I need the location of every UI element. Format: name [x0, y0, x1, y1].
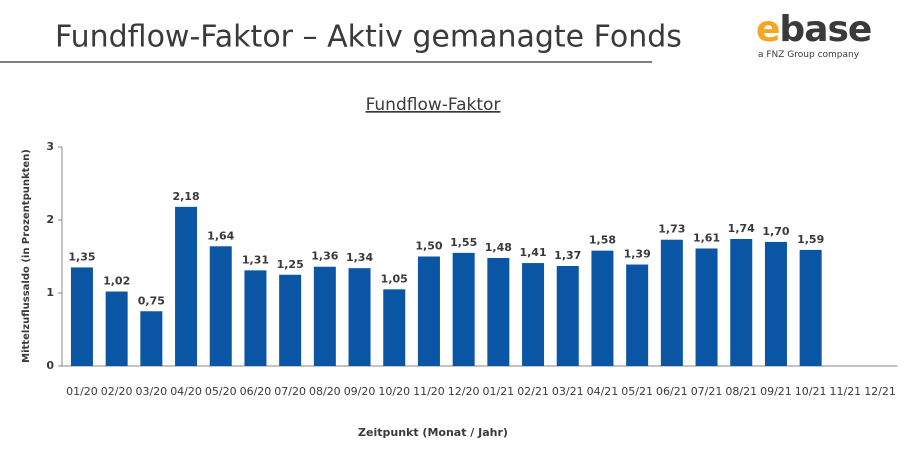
x-tick-label: 08/20 [309, 385, 341, 398]
x-axis-label: Zeitpunkt (Monat / Jahr) [358, 426, 508, 439]
x-tick-label: 11/20 [413, 385, 445, 398]
x-tick-label: 03/21 [552, 385, 584, 398]
bar [417, 256, 440, 366]
value-label: 2,18 [172, 190, 199, 203]
bar [591, 250, 614, 366]
logo-tagline: a FNZ Group company [758, 50, 860, 60]
y-tick-label: 0 [46, 359, 54, 372]
x-tick-label: 05/21 [621, 385, 653, 398]
x-tick-label: 09/20 [344, 385, 376, 398]
x-tick-label: 03/20 [135, 385, 167, 398]
bar [626, 264, 649, 366]
bar [695, 248, 718, 366]
value-label: 1,02 [103, 275, 130, 288]
x-tick-label: 08/21 [725, 385, 757, 398]
bar [209, 246, 232, 366]
bar [764, 241, 787, 366]
value-label: 1,50 [415, 240, 442, 253]
x-tick-label: 10/21 [795, 385, 827, 398]
chart-title: Fundflow-Faktor [366, 95, 501, 115]
bar [244, 270, 267, 366]
bar [175, 206, 198, 366]
value-label: 1,41 [519, 246, 546, 259]
bar [348, 268, 371, 366]
value-label: 1,61 [693, 231, 720, 244]
x-tick-label: 01/21 [482, 385, 514, 398]
page-title: Fundflow-Faktor – Aktiv gemanagte Fonds [55, 20, 682, 55]
value-label: 0,75 [138, 294, 165, 307]
x-tick-label: 02/21 [517, 385, 549, 398]
bar [452, 252, 475, 366]
x-tick-label: 02/20 [101, 385, 133, 398]
bar [313, 266, 336, 366]
y-tick-label: 3 [46, 140, 54, 153]
y-tick-label: 2 [46, 213, 54, 226]
value-label: 1,70 [762, 225, 789, 238]
bar [487, 257, 510, 366]
bar [105, 291, 128, 366]
value-label: 1,48 [485, 241, 512, 254]
bar [383, 289, 406, 366]
x-tick-label: 04/21 [587, 385, 619, 398]
x-tick-label: 07/21 [691, 385, 723, 398]
value-label: 1,55 [450, 236, 477, 249]
x-tick-label: 01/20 [66, 385, 98, 398]
bar [556, 265, 579, 366]
y-axis-label: Mittelzuflussaldo (in Prozentpunkten) [21, 149, 32, 363]
value-label: 1,64 [207, 229, 234, 242]
x-tick-label: 11/21 [829, 385, 861, 398]
y-tick-label: 1 [46, 286, 54, 299]
x-tick-label: 12/20 [448, 385, 480, 398]
logo: ebase [756, 9, 872, 50]
value-label: 1,25 [277, 258, 304, 271]
x-tick-label: 12/21 [864, 385, 896, 398]
value-label: 1,74 [728, 222, 755, 235]
value-label: 1,73 [658, 223, 685, 236]
value-label: 1,39 [624, 248, 651, 261]
value-label: 1,59 [797, 233, 824, 246]
value-label: 1,05 [381, 272, 408, 285]
bar [799, 249, 822, 366]
value-label: 1,37 [554, 249, 581, 262]
bar [522, 263, 545, 366]
value-label: 1,35 [68, 250, 95, 263]
bar [730, 238, 753, 366]
value-label: 1,36 [311, 250, 338, 263]
value-label: 1,58 [589, 234, 616, 247]
value-label: 1,34 [346, 251, 373, 264]
x-tick-label: 07/20 [274, 385, 306, 398]
bar [140, 311, 163, 366]
value-label: 1,31 [242, 253, 269, 266]
x-tick-label: 05/20 [205, 385, 237, 398]
x-tick-label: 10/20 [378, 385, 410, 398]
bar [279, 274, 302, 366]
bar [70, 267, 93, 366]
x-tick-label: 09/21 [760, 385, 792, 398]
x-tick-label: 06/21 [656, 385, 688, 398]
bar [660, 239, 683, 366]
x-tick-label: 06/20 [240, 385, 272, 398]
x-tick-label: 04/20 [170, 385, 202, 398]
